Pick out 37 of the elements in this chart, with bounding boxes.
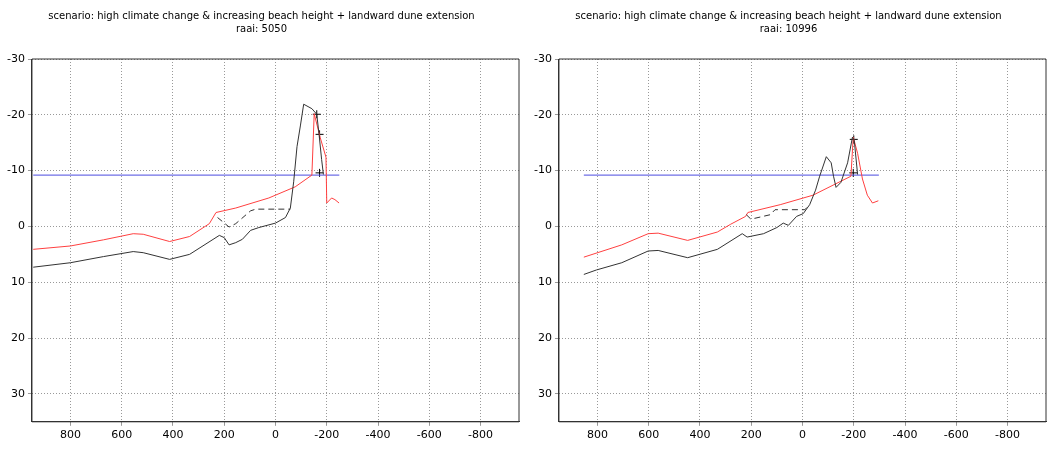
x-tick-label: 400 — [689, 428, 711, 442]
x-tick-label: -400 — [892, 428, 918, 442]
y-tick-label: -20 — [7, 107, 25, 121]
y-tick-label: 0 — [544, 219, 552, 233]
x-tick-label: -400 — [365, 428, 391, 442]
y-tick-label: -20 — [534, 107, 552, 121]
x-tick-label: 400 — [162, 428, 184, 442]
y-tick-label: 20 — [10, 330, 25, 344]
x-tick-label: 0 — [271, 428, 279, 442]
x-tick-label: 800 — [59, 428, 81, 442]
x-tick-label: -200 — [841, 428, 867, 442]
y-tick-label: 30 — [10, 386, 25, 400]
y-tick-label: -30 — [7, 51, 25, 65]
x-tick-label: 200 — [740, 428, 762, 442]
y-tick-label: -30 — [534, 51, 552, 65]
x-tick-label: -600 — [943, 428, 969, 442]
chart-subtitle: raai: 10996 — [759, 22, 818, 34]
x-tick-label: 800 — [586, 428, 608, 442]
y-tick-label: -10 — [534, 163, 552, 177]
y-tick-label: 30 — [537, 386, 552, 400]
chart-subtitle: raai: 5050 — [235, 22, 288, 34]
y-tick-label: -10 — [7, 163, 25, 177]
x-tick-label: -800 — [468, 428, 494, 442]
x-tick-label: -200 — [314, 428, 340, 442]
chart-title: scenario: high climate change & increasing beach height + landward dune extension — [575, 9, 1002, 21]
x-tick-label: 600 — [111, 428, 133, 442]
y-tick-label: 10 — [10, 275, 25, 289]
y-tick-label: 0 — [17, 219, 25, 233]
x-tick-label: 0 — [798, 428, 806, 442]
x-tick-label: 600 — [638, 428, 660, 442]
y-tick-label: 10 — [537, 275, 552, 289]
x-tick-label: -800 — [995, 428, 1021, 442]
y-tick-label: 20 — [537, 330, 552, 344]
x-tick-label: 200 — [213, 428, 235, 442]
x-tick-label: -600 — [416, 428, 442, 442]
chart-title: scenario: high climate change & increasing beach height + landward dune extension — [48, 9, 475, 21]
line-series — [217, 208, 291, 228]
